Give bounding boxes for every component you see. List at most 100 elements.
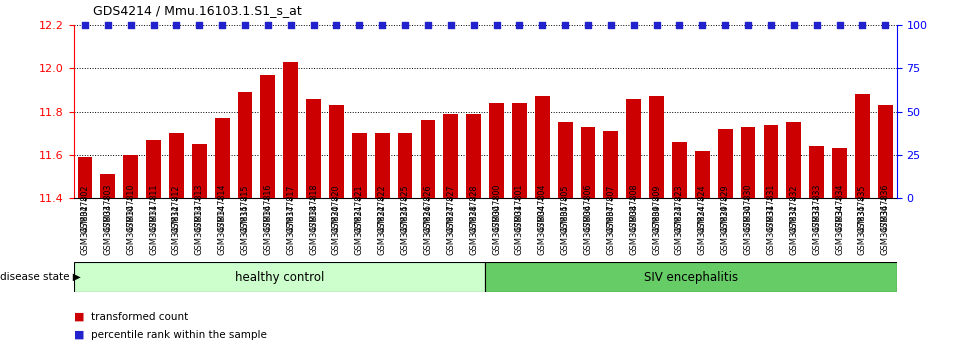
Point [146, 22, 162, 28]
Bar [717, 129, 733, 198]
Bar [604, 131, 618, 198]
Text: GSM347808: GSM347808 [629, 184, 638, 233]
Text: GSM347833: GSM347833 [812, 184, 821, 233]
Text: GSM347805: GSM347805 [561, 184, 569, 233]
Text: disease state ▶: disease state ▶ [0, 272, 80, 282]
Text: GSM347807: GSM347807 [607, 184, 615, 233]
Bar [649, 96, 664, 198]
Point [740, 22, 756, 28]
Bar [535, 96, 550, 198]
Bar [237, 92, 253, 198]
Text: GSM347824: GSM347824 [698, 184, 707, 233]
Text: GSM347828: GSM347828 [469, 184, 478, 233]
Bar [786, 122, 802, 198]
Bar [809, 146, 824, 198]
Bar [306, 98, 321, 198]
Point [374, 22, 390, 28]
Text: GSM347831: GSM347831 [766, 184, 775, 233]
Text: GSM347830: GSM347830 [744, 184, 753, 233]
Point [626, 22, 642, 28]
Point [122, 22, 138, 28]
Bar [74, 262, 485, 292]
Text: GSM347816: GSM347816 [264, 184, 272, 233]
Bar [832, 148, 847, 198]
Text: GSM347810: GSM347810 [126, 184, 135, 233]
Bar [672, 142, 687, 198]
Bar [580, 127, 596, 198]
Point [100, 22, 116, 28]
Text: GSM347800: GSM347800 [492, 184, 501, 233]
Point [169, 22, 184, 28]
Point [695, 22, 710, 28]
Text: GSM347829: GSM347829 [720, 184, 730, 233]
Bar [146, 140, 161, 198]
Point [580, 22, 596, 28]
Point [237, 22, 253, 28]
Text: ■: ■ [74, 312, 84, 322]
Text: GSM347809: GSM347809 [652, 184, 662, 233]
Point [215, 22, 230, 28]
Text: GSM347821: GSM347821 [355, 184, 364, 233]
Point [855, 22, 870, 28]
Text: percentile rank within the sample: percentile rank within the sample [91, 330, 267, 339]
Bar [489, 103, 504, 198]
Point [786, 22, 802, 28]
Text: GSM347804: GSM347804 [538, 184, 547, 233]
Text: GSM347803: GSM347803 [103, 184, 113, 233]
Text: GSM347814: GSM347814 [218, 184, 226, 233]
Text: GSM347820: GSM347820 [332, 184, 341, 233]
Point [443, 22, 459, 28]
Bar [192, 144, 207, 198]
Bar [374, 133, 390, 198]
Bar [352, 133, 367, 198]
Text: GSM347827: GSM347827 [446, 184, 456, 233]
Point [420, 22, 436, 28]
Bar [398, 133, 413, 198]
Bar [100, 175, 116, 198]
Point [489, 22, 505, 28]
Point [649, 22, 664, 28]
Bar [420, 120, 435, 198]
Text: GSM347836: GSM347836 [881, 184, 890, 233]
Point [352, 22, 368, 28]
Text: GSM347815: GSM347815 [240, 184, 250, 233]
Text: GSM347801: GSM347801 [514, 184, 524, 233]
Text: GSM347835: GSM347835 [858, 184, 867, 233]
Bar [169, 133, 184, 198]
Bar [763, 125, 778, 198]
Text: GSM347806: GSM347806 [583, 184, 593, 233]
Point [534, 22, 550, 28]
Bar [466, 114, 481, 198]
Bar [626, 98, 641, 198]
Bar [558, 122, 572, 198]
Point [877, 22, 893, 28]
Point [512, 22, 527, 28]
Bar [878, 105, 893, 198]
Bar [123, 155, 138, 198]
Bar [512, 103, 527, 198]
Text: GSM347818: GSM347818 [309, 184, 318, 233]
Point [832, 22, 848, 28]
Point [808, 22, 824, 28]
Bar [283, 62, 298, 198]
Bar [261, 75, 275, 198]
Text: GSM347834: GSM347834 [835, 184, 844, 233]
Text: GSM347823: GSM347823 [675, 184, 684, 233]
Point [397, 22, 413, 28]
Bar [855, 94, 870, 198]
Text: ■: ■ [74, 330, 84, 339]
Point [283, 22, 299, 28]
Bar [329, 105, 344, 198]
Text: GSM347817: GSM347817 [286, 184, 295, 233]
Text: GSM347832: GSM347832 [789, 184, 799, 233]
Point [260, 22, 275, 28]
Text: GDS4214 / Mmu.16103.1.S1_s_at: GDS4214 / Mmu.16103.1.S1_s_at [93, 4, 302, 17]
Point [763, 22, 779, 28]
Bar [695, 150, 710, 198]
Point [717, 22, 733, 28]
Text: GSM347822: GSM347822 [377, 184, 387, 233]
Point [603, 22, 618, 28]
Point [191, 22, 207, 28]
Bar [741, 127, 756, 198]
Text: GSM347813: GSM347813 [195, 184, 204, 233]
